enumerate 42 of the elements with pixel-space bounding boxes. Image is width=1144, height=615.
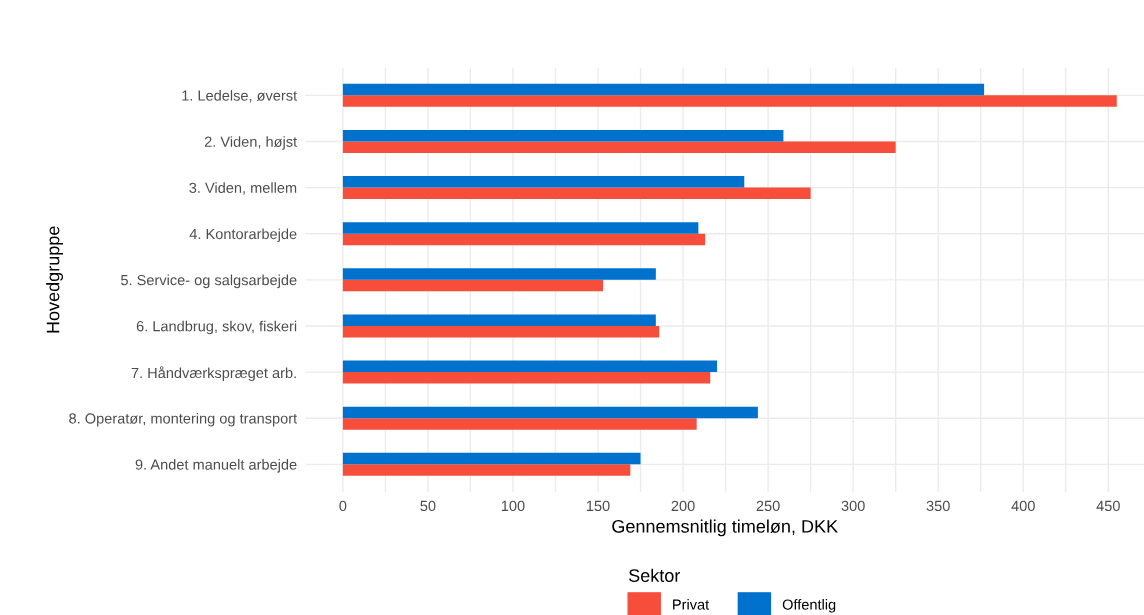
bar (342, 141, 896, 153)
y-tick-label: 8. Operatør, montering og transport (69, 412, 298, 427)
y-tick-label: 5. Service- og salgsarbejde (120, 274, 297, 289)
y-tick-label: 4. Kontorarbejde (189, 228, 297, 243)
bar (342, 95, 1117, 107)
legend-title: Sektor (628, 568, 681, 582)
bar (342, 187, 811, 200)
bar (342, 83, 985, 96)
x-tick-label: 100 (501, 500, 525, 512)
bar (342, 314, 656, 326)
bar (342, 325, 660, 338)
x-tick-label: 400 (1011, 500, 1035, 512)
x-tick-label: 0 (339, 500, 347, 512)
y-axis-title: Hovedgruppe (46, 226, 63, 333)
x-axis-title: Gennemsnitlig timeløn, DKK (612, 519, 838, 537)
legend-label: Privat (673, 599, 710, 610)
y-tick-label: 9. Andet manuelt arbejde (135, 459, 297, 473)
x-tick-label: 200 (671, 500, 695, 512)
legend-label: Offentlig (782, 599, 836, 613)
bar (342, 279, 604, 292)
bar (342, 418, 697, 430)
bar (342, 233, 706, 246)
bar (342, 360, 718, 373)
bar (342, 464, 631, 476)
x-tick-label: 300 (841, 500, 865, 512)
bar (342, 222, 699, 234)
x-tick-label: 50 (420, 500, 436, 512)
bar (342, 176, 745, 188)
x-tick-label: 250 (756, 500, 780, 512)
y-tick-label: 2. Viden, højst (204, 136, 298, 150)
bar (342, 268, 656, 280)
bar (342, 129, 784, 142)
x-tick-label: 450 (1096, 500, 1120, 512)
bar (342, 452, 641, 465)
bar (342, 406, 758, 419)
y-tick-label: 7. Håndværkspræget arb. (131, 366, 296, 381)
bar (342, 372, 711, 384)
x-tick-label: 150 (586, 500, 610, 512)
y-tick-label: 3. Viden, mellem (189, 182, 297, 195)
y-tick-label: 6. Landbrug, skov, fiskeri (136, 320, 297, 335)
y-tick-label: 1. Ledelse, øverst (182, 90, 298, 103)
x-tick-label: 350 (926, 500, 950, 512)
